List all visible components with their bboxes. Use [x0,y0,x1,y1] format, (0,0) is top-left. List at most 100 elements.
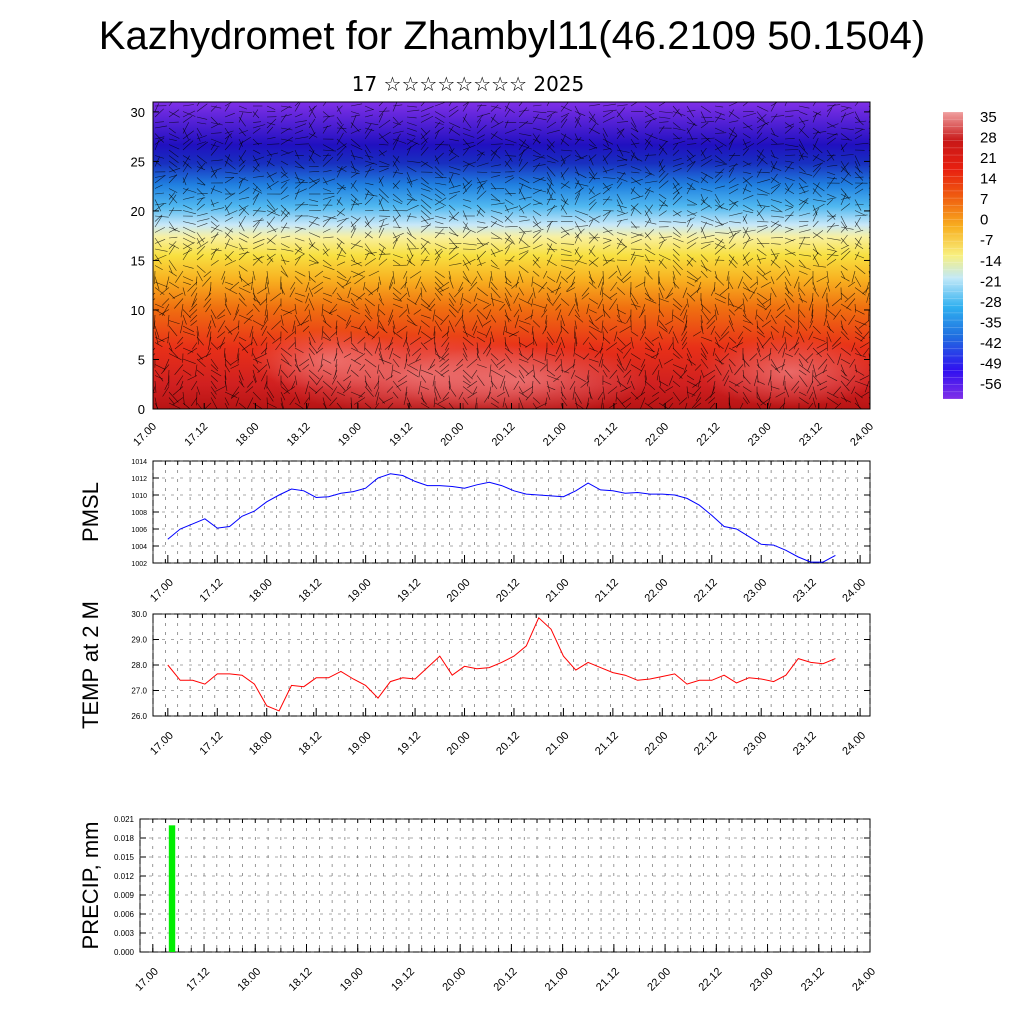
wind-barb [756,331,766,338]
wind-barb [728,309,736,316]
wind-barb [546,220,553,228]
wind-barbs [153,102,870,409]
y-tick-label: 5 [138,352,145,367]
colorbar-label: 35 [980,109,997,126]
wind-barb [314,270,324,278]
wind-barb [448,125,454,134]
wind-barb [678,397,688,405]
wind-barb [658,121,669,123]
wind-barb [294,248,305,255]
wind-barb [434,232,445,235]
wind-barb [812,347,822,358]
wind-barb [686,110,696,112]
x-tick-label: 22.12 [692,730,720,758]
wind-barb [728,201,739,206]
wind-barb [826,258,837,266]
wind-barb [196,270,203,282]
wind-barb [714,243,727,249]
wind-barb [219,336,226,350]
wind-barb [504,188,512,197]
wind-barb [700,199,712,209]
wind-barb [686,408,688,409]
wind-barb [182,172,189,184]
wind-barb [616,121,629,123]
wind-barb [224,250,234,261]
wind-barb [350,309,361,315]
wind-barb [392,155,400,167]
wind-barb [403,336,408,347]
wind-barb [714,185,725,189]
wind-barb [154,380,157,393]
wind-barb [382,397,394,404]
wind-barb [518,265,529,273]
wind-barb [336,314,347,322]
wind-barb [290,281,296,290]
wind-barb [742,122,753,131]
wind-barb [840,160,849,174]
wind-barb [644,133,654,145]
wind-barb [364,408,366,409]
wind-barb [336,143,347,151]
wind-barb [768,402,772,409]
wind-barb [854,254,865,259]
wind-barb [252,353,259,364]
y-tick-label: 1014 [131,459,147,466]
x-tick-label: 21.12 [594,966,622,994]
wind-barb [840,369,848,377]
wind-barb [532,320,541,328]
wind-barb [812,199,826,202]
wind-barb [532,256,540,266]
wind-barb [602,116,615,123]
wind-barb [294,247,302,255]
wind-barb [233,331,240,342]
wind-barb [470,276,478,287]
wind-barb [343,353,352,358]
wind-barb [658,204,668,207]
wind-barb [644,204,653,215]
wind-barb [448,408,450,409]
wind-barb [770,325,779,333]
wind-barb [784,154,796,156]
x-tick-label: 23.00 [741,577,769,605]
wind-barb [377,281,380,292]
wind-barb [546,353,556,357]
wind-barb [364,375,367,387]
wind-barb [672,191,680,200]
wind-barb [308,336,312,346]
wind-barb [728,183,739,189]
wind-barb [806,380,814,394]
wind-barb [644,173,652,178]
wind-barb [686,237,699,244]
wind-barb [630,408,632,409]
wind-barb [532,228,544,233]
wind-barb [503,325,506,336]
wind-barb [760,353,772,362]
x-tick-label: 20.12 [490,421,518,449]
wind-barb [840,162,849,173]
wind-barb [330,331,338,338]
wind-barb [574,138,585,141]
wind-barb [574,215,586,223]
wind-barb [336,276,349,282]
wind-barb [322,358,332,364]
wind-barb [154,265,163,271]
wind-barb [420,188,431,192]
wind-barb [217,314,226,320]
wind-barb [560,138,570,147]
wind-barb [616,245,627,255]
wind-barb [490,175,500,178]
wind-barb [700,347,707,358]
wind-barb [238,248,248,250]
wind-barb [798,125,806,134]
wind-barb [434,292,441,301]
wind-barb [448,386,457,397]
wind-barb [266,152,278,156]
wind-barb [706,314,716,325]
wind-barb [602,210,612,222]
wind-barb [546,141,555,151]
wind-barb [462,177,470,185]
wind-barb [602,127,608,137]
wind-barb [742,215,748,224]
wind-barb [518,183,524,195]
wind-barb [728,164,739,167]
